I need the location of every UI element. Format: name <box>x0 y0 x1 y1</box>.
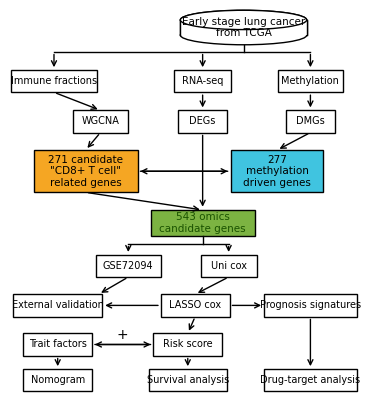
Text: 543 omics
candidate genes: 543 omics candidate genes <box>159 212 246 234</box>
Text: DMGs: DMGs <box>296 116 325 126</box>
Text: 271 candidate
"CD8+ T cell"
related genes: 271 candidate "CD8+ T cell" related gene… <box>48 155 123 188</box>
Text: Early stage lung cancer
from TCGA: Early stage lung cancer from TCGA <box>182 17 305 38</box>
Text: External validation: External validation <box>12 300 104 310</box>
Text: RNA-seq: RNA-seq <box>182 76 223 86</box>
Text: 277
methylation
driven genes: 277 methylation driven genes <box>243 155 311 188</box>
Text: DEGs: DEGs <box>189 116 216 126</box>
Text: Methylation: Methylation <box>282 76 339 86</box>
Text: +: + <box>117 328 129 342</box>
Bar <box>264 294 357 316</box>
Bar <box>11 70 97 92</box>
Bar <box>23 333 92 356</box>
Bar <box>149 369 227 391</box>
Ellipse shape <box>180 10 307 30</box>
Bar <box>278 70 343 92</box>
Bar <box>201 255 257 277</box>
Bar <box>73 110 128 132</box>
Text: GSE72094: GSE72094 <box>103 261 153 271</box>
Bar <box>174 70 231 92</box>
Text: Uni cox: Uni cox <box>211 261 247 271</box>
Bar <box>231 150 324 192</box>
Text: Risk score: Risk score <box>163 340 212 350</box>
Bar <box>150 210 255 236</box>
Text: Nomogram: Nomogram <box>31 375 85 385</box>
Text: Immune fractions: Immune fractions <box>11 76 97 86</box>
Bar <box>34 150 138 192</box>
Bar <box>153 333 222 356</box>
Text: Drug-target analysis: Drug-target analysis <box>260 375 361 385</box>
Bar <box>23 369 92 391</box>
Bar <box>178 110 227 132</box>
Text: Trait factors: Trait factors <box>29 340 87 350</box>
Bar <box>161 294 229 316</box>
Ellipse shape <box>180 26 307 45</box>
Bar <box>264 369 357 391</box>
Text: Survival analysis: Survival analysis <box>147 375 229 385</box>
Text: WGCNA: WGCNA <box>82 116 119 126</box>
Text: LASSO cox: LASSO cox <box>169 300 221 310</box>
Bar <box>286 110 335 132</box>
Bar <box>96 255 161 277</box>
Bar <box>180 20 307 35</box>
Ellipse shape <box>180 10 307 30</box>
Bar <box>180 20 307 35</box>
Text: Prognosis signatures: Prognosis signatures <box>260 300 361 310</box>
Bar <box>13 294 102 316</box>
